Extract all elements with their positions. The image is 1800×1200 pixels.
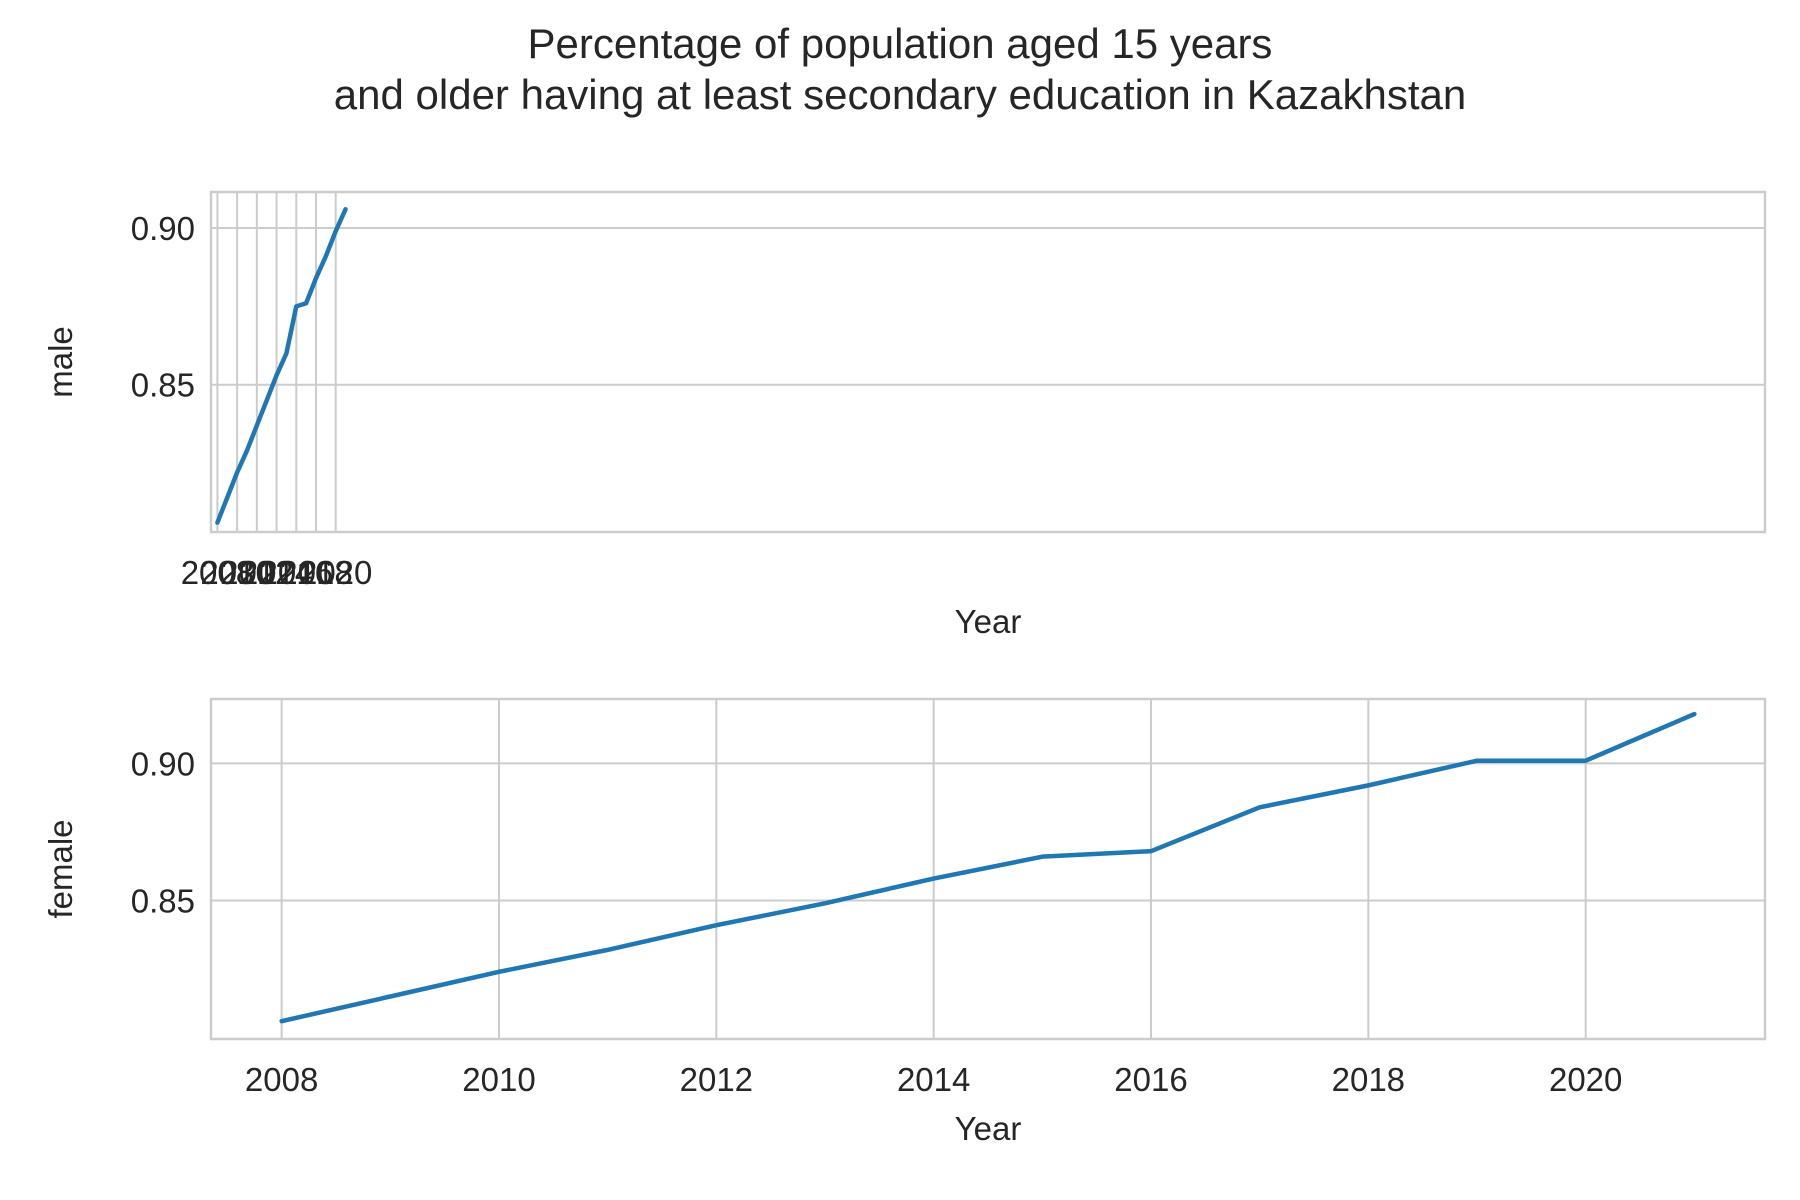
- x-tick-label: 2020: [299, 554, 372, 591]
- x-tick-label: 2014: [240, 554, 313, 591]
- plot-frame: [209, 190, 1767, 534]
- series-line-female: [279, 711, 1697, 1024]
- chart-title: Percentage of population aged 15 years a…: [0, 18, 1800, 120]
- x-tick-label: 2020: [1549, 1061, 1622, 1098]
- x-tick-label: 2008: [245, 1061, 318, 1098]
- y-tick-label: 0.85: [131, 367, 195, 404]
- series-line-male: [215, 206, 348, 525]
- x-tick-label: 2016: [1114, 1061, 1187, 1098]
- x-tick-label: 2018: [1332, 1061, 1405, 1098]
- y-tick-label: 0.90: [131, 745, 195, 782]
- y-axis-label: male: [42, 326, 79, 398]
- x-tick-label: 2008: [181, 554, 254, 591]
- plot-frame: [209, 697, 1767, 1041]
- x-tick-label: 2016: [260, 554, 333, 591]
- x-tick-label: 2010: [462, 1061, 535, 1098]
- chart-title-line-1: Percentage of population aged 15 years: [527, 20, 1273, 67]
- x-tick-label: 2012: [220, 554, 293, 591]
- x-tick-label: 2014: [897, 1061, 970, 1098]
- y-axis-label: female: [42, 819, 79, 918]
- y-tick-label: 0.90: [131, 210, 195, 247]
- x-axis-label: Year: [955, 603, 1022, 640]
- x-axis-label: Year: [955, 1110, 1022, 1147]
- x-tick-label: 2012: [680, 1061, 753, 1098]
- x-tick-label: 2018: [279, 554, 352, 591]
- y-tick-label: 0.85: [131, 883, 195, 920]
- subplot-female: 2008 2010 2012 2014 2016 2018 2020 0.85 0.90 Year…: [42, 697, 1767, 1147]
- x-tick-label: 2010: [200, 554, 273, 591]
- chart-title-line-2: and older having at least secondary educ…: [333, 71, 1467, 118]
